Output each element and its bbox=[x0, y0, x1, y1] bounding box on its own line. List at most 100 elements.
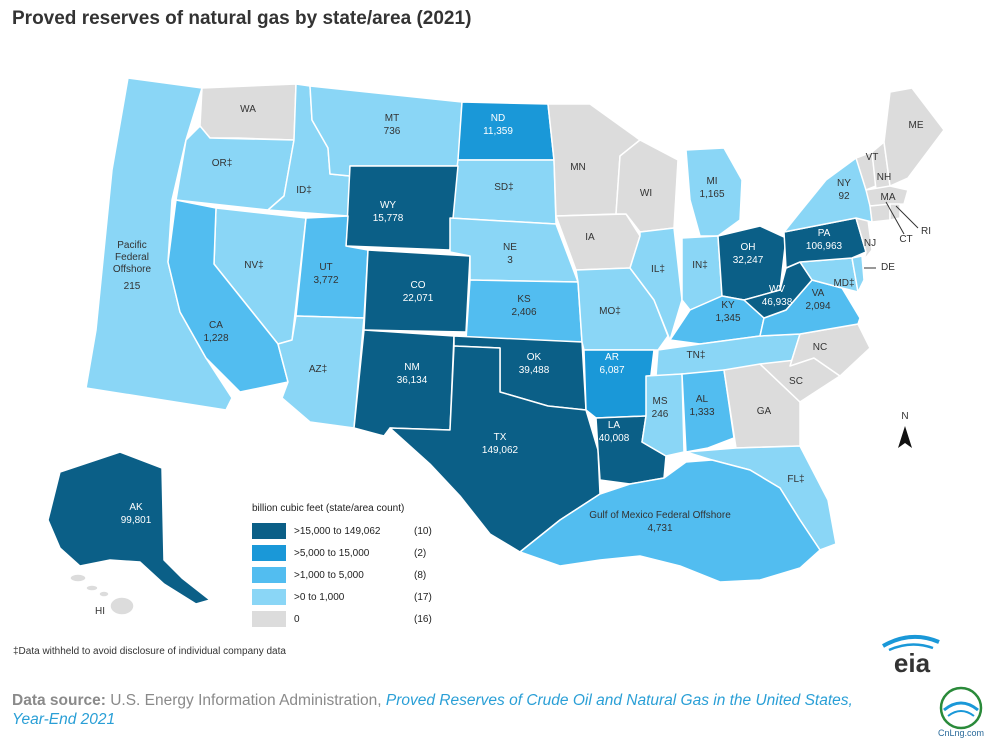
legend-heading: billion cubic feet (state/area count) bbox=[252, 503, 405, 514]
state-value-ky: 1,345 bbox=[715, 313, 740, 324]
state-me bbox=[883, 87, 945, 187]
legend-item: 0 (16) bbox=[252, 608, 454, 630]
label-md: MD‡ bbox=[833, 278, 854, 289]
state-name-oh: OH bbox=[741, 242, 756, 253]
legend-count: (10) bbox=[414, 525, 432, 537]
source-agency: U.S. Energy Information Administration, bbox=[105, 692, 386, 709]
label-de: DE bbox=[881, 262, 895, 273]
state-value-oh: 32,247 bbox=[733, 255, 764, 266]
state-name-pa: PA bbox=[818, 228, 831, 239]
data-source: Data source: U.S. Energy Information Adm… bbox=[12, 690, 942, 711]
state-name-il: IL‡ bbox=[651, 264, 665, 275]
state-az bbox=[277, 315, 365, 429]
source-link[interactable]: Proved Reserves of Crude Oil and Natural… bbox=[385, 692, 853, 709]
state-name-wy: WY bbox=[380, 200, 396, 211]
state-name-ia: IA bbox=[585, 232, 595, 243]
eia-logo: eia bbox=[882, 634, 940, 678]
state-name-mt: MT bbox=[385, 113, 399, 124]
state-value-ms: 246 bbox=[652, 409, 669, 420]
compass-icon: N bbox=[898, 411, 912, 448]
state-ma bbox=[865, 185, 909, 207]
label-mt: MT 736 bbox=[384, 113, 401, 137]
label-pfo: Pacific Federal Offshore 215 bbox=[113, 240, 152, 292]
leader-ri bbox=[895, 205, 919, 229]
state-value-ne: 3 bbox=[507, 255, 513, 266]
state-value-ar: 6,087 bbox=[599, 365, 624, 376]
state-name-nv: NV‡ bbox=[244, 260, 263, 271]
state-name-fl: FL‡ bbox=[787, 474, 804, 485]
legend-count: (2) bbox=[414, 547, 427, 559]
state-value-ks: 2,406 bbox=[511, 307, 536, 318]
legend-count: (16) bbox=[414, 613, 432, 625]
label-oh: OH 32,247 bbox=[733, 242, 764, 266]
label-nv: NV‡ bbox=[244, 260, 263, 271]
state-value-wv: 46,938 bbox=[762, 297, 793, 308]
state-value-va: 2,094 bbox=[805, 301, 830, 312]
state-ar bbox=[583, 349, 655, 419]
state-name-va: VA bbox=[812, 288, 825, 299]
state-de bbox=[851, 255, 865, 293]
state-co bbox=[363, 249, 471, 333]
label-id: ID‡ bbox=[296, 185, 312, 196]
state-value-al: 1,333 bbox=[689, 407, 714, 418]
state-ga bbox=[723, 363, 801, 449]
legend-item: >1,000 to 5,000 (8) bbox=[252, 564, 454, 586]
state-name-hi: HI bbox=[95, 606, 105, 617]
label-ri: RI bbox=[921, 226, 931, 237]
source-link-line2[interactable]: Year-End 2021 bbox=[12, 711, 116, 728]
legend-range: >5,000 to 15,000 bbox=[294, 547, 370, 559]
state-name-md: MD‡ bbox=[833, 278, 854, 289]
label-ny: NY 92 bbox=[837, 178, 851, 202]
label-wi: WI bbox=[640, 188, 652, 199]
page-title: Proved reserves of natural gas by state/… bbox=[12, 8, 472, 29]
label-gom: Gulf of Mexico Federal Offshore 4,731 bbox=[589, 510, 731, 534]
svg-text:N: N bbox=[901, 411, 908, 422]
legend-swatch bbox=[252, 589, 286, 605]
state-name-nh: NH bbox=[877, 172, 891, 183]
label-ia: IA bbox=[585, 232, 595, 243]
state-name-ar: AR bbox=[605, 352, 619, 363]
state-value-mt: 736 bbox=[384, 126, 401, 137]
state-value-ny: 92 bbox=[838, 191, 850, 202]
state-name-gom: Gulf of Mexico Federal Offshore bbox=[589, 510, 731, 521]
legend-range: >15,000 to 149,062 bbox=[294, 525, 381, 537]
legend: billion cubic feet (state/area count) >1… bbox=[252, 503, 454, 630]
state-name-id: ID‡ bbox=[296, 185, 312, 196]
state-name-la: LA bbox=[608, 420, 621, 431]
state-name-ca: CA bbox=[209, 320, 223, 331]
state-value-mi: 1,165 bbox=[699, 189, 724, 200]
legend-item: >5,000 to 15,000 (2) bbox=[252, 542, 454, 564]
state-wy bbox=[345, 165, 459, 251]
label-ma: MA bbox=[881, 192, 896, 203]
label-ne: NE 3 bbox=[503, 242, 517, 266]
state-value-wy: 15,778 bbox=[373, 213, 404, 224]
state-name-vt: VT bbox=[866, 152, 879, 163]
state-name-de: DE bbox=[881, 262, 895, 273]
state-name-pfo: Pacific Federal Offshore bbox=[113, 240, 152, 275]
label-ar: AR 6,087 bbox=[599, 352, 624, 376]
state-value-ca: 1,228 bbox=[203, 333, 228, 344]
label-tx: TX 149,062 bbox=[482, 432, 519, 456]
state-name-ny: NY bbox=[837, 178, 851, 189]
state-name-ga: GA bbox=[757, 406, 772, 417]
label-mo: MO‡ bbox=[599, 306, 621, 317]
state-name-mi: MI bbox=[706, 176, 717, 187]
label-or: OR‡ bbox=[212, 158, 233, 169]
state-name-nm: NM bbox=[404, 362, 420, 373]
state-name-ak: AK bbox=[129, 502, 143, 513]
state-name-in: IN‡ bbox=[692, 260, 708, 271]
legend-swatch bbox=[252, 545, 286, 561]
watermark-logo: CnLng.com bbox=[938, 686, 984, 738]
label-az: AZ‡ bbox=[309, 364, 327, 375]
state-name-me: ME bbox=[909, 120, 924, 131]
legend-range: >1,000 to 5,000 bbox=[294, 569, 364, 581]
state-name-tx: TX bbox=[494, 432, 507, 443]
state-al bbox=[681, 369, 735, 453]
state-name-sc: SC bbox=[789, 376, 803, 387]
label-mi: MI 1,165 bbox=[699, 176, 724, 200]
label-pa: PA 106,963 bbox=[806, 228, 843, 252]
state-mi bbox=[685, 147, 743, 237]
label-wa: WA bbox=[240, 104, 256, 115]
label-wy: WY 15,778 bbox=[373, 200, 404, 224]
